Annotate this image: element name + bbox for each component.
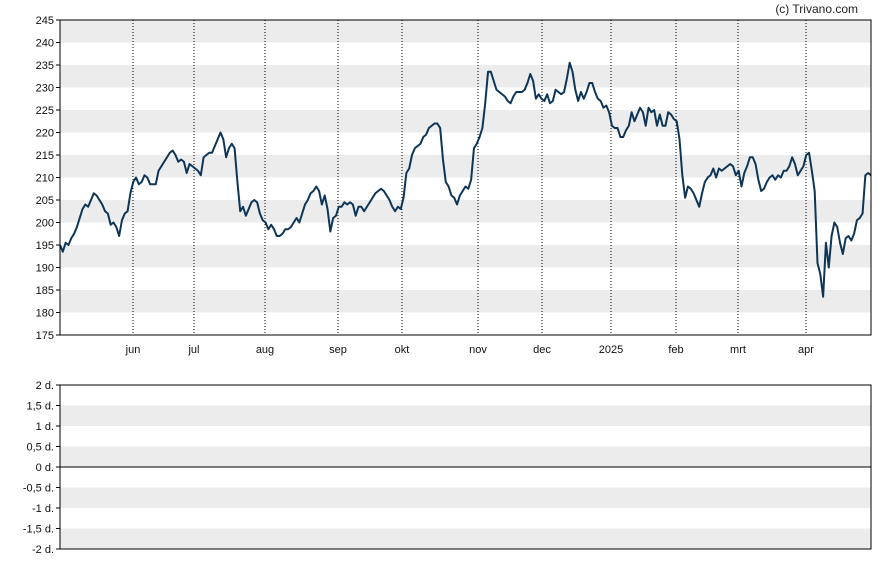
x-tick-label-dec: dec [533,344,551,356]
y-tick-label-200: 200 [36,218,54,230]
y-tick-label-235: 235 [36,60,54,72]
price-chart-axes: 175 180 185 190 195 200 205 210 215 220 225 230 235 2… [36,15,872,342]
indicator-y-tick-label: -1,5 d. [23,524,54,536]
indicator-chart-band [60,446,871,467]
y-tick-label-180: 180 [36,308,54,320]
y-tick-label-220: 220 [36,128,54,140]
indicator-y-tick-label: 1,5 d. [26,401,54,413]
x-tick-label-sep: sep [329,344,347,356]
indicator-chart-band [60,528,871,549]
y-tick-label-230: 230 [36,83,54,95]
x-tick-label-aug: aug [256,344,274,356]
y-tick-label-210: 210 [36,173,54,185]
indicator-chart-band [60,405,871,426]
y-tick-label-245: 245 [36,15,54,27]
y-tick-label-190: 190 [36,263,54,275]
y-tick-label-185: 185 [36,285,54,297]
price-chart-band [60,200,871,223]
price-chart-band [60,65,871,88]
x-tick-label-okt: okt [395,344,410,356]
indicator-y-tick-label: -0,5 d. [23,483,54,495]
x-tick-label-2025: 2025 [599,344,623,356]
x-tick-label-apr: apr [798,344,814,356]
y-tick-label-175: 175 [36,330,54,342]
indicator-y-tick-label: -2 d. [32,544,54,556]
indicator-y-tick-label: 2 d. [36,380,54,392]
indicator-y-tick-label: 1 d. [36,421,54,433]
y-tick-label-240: 240 [36,38,54,50]
x-tick-label-feb: feb [668,344,683,356]
y-tick-label-195: 195 [36,240,54,252]
indicator-chart-axes: 2 d. 1,5 d. 1 d. 0,5 d. 0 d. -0,5 d. -1 d. -1,5… [23,380,872,556]
price-series-line [59,61,872,298]
price-chart-series [59,61,872,298]
indicator-chart-band [60,487,871,508]
x-tick-label-jul: jul [187,344,199,356]
price-chart-band [60,110,871,133]
price-chart-month-gridlines: jun jul aug sep okt nov dec 2025 feb mrt apr [125,20,814,356]
y-tick-label-215: 215 [36,150,54,162]
y-tick-label-225: 225 [36,105,54,117]
x-tick-label-nov: nov [469,344,487,356]
price-chart-band [60,20,871,43]
y-tick-label-205: 205 [36,195,54,207]
watermark: (c) Trivano.com [775,2,858,16]
indicator-chart-bands [60,405,871,549]
indicator-y-tick-label: 0 d. [36,462,54,474]
indicator-y-tick-label: 0,5 d. [26,442,54,454]
indicator-y-tick-label: -1 d. [32,503,54,515]
price-chart-band [60,290,871,313]
x-tick-label-mrt: mrt [730,344,746,356]
x-tick-label-jun: jun [125,344,141,356]
price-chart-band [60,245,871,268]
price-chart-bands [60,20,871,313]
price-chart-band [60,155,871,178]
